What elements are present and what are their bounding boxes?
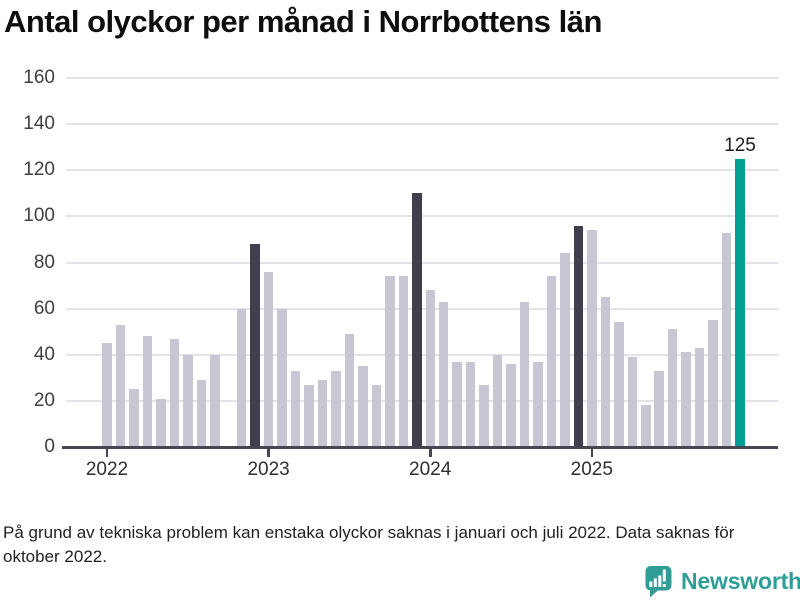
- bar-2022-07: [183, 355, 193, 447]
- gridline: [66, 307, 778, 310]
- bar-2022-12: [250, 244, 260, 447]
- gridline: [66, 77, 778, 79]
- bar-2025-09: [694, 348, 705, 447]
- bar-2025-07: [667, 329, 678, 447]
- y-axis-tick-label: 40: [33, 343, 55, 365]
- bar-2024-10: [546, 276, 557, 447]
- bar-2022-04: [142, 336, 153, 447]
- bar-2022-05: [156, 399, 166, 447]
- bar-2025-12: [735, 159, 745, 447]
- y-axis-tick-label: 0: [44, 436, 55, 457]
- bar-2022-09: [210, 355, 220, 447]
- x-axis-year-label: 2022: [85, 459, 129, 480]
- gridline: [66, 261, 778, 264]
- y-axis-tick-label: 20: [33, 389, 55, 411]
- bar-2023-05: [317, 380, 328, 447]
- bar-2025-06: [654, 371, 664, 447]
- y-axis-tick-label: 100: [23, 205, 55, 227]
- bar-2025-02: [600, 297, 611, 447]
- gridline: [66, 399, 778, 402]
- bar-2025-08: [681, 352, 691, 447]
- y-axis-tick-label: 60: [33, 297, 55, 319]
- bar-2023-12: [412, 193, 422, 447]
- y-axis-tick-label: 120: [23, 159, 55, 181]
- bar-2022-01: [102, 343, 112, 447]
- gridline: [66, 169, 778, 172]
- bar-2025-01: [587, 230, 597, 447]
- x-axis-tick: [590, 449, 594, 457]
- y-axis-tick-label: 160: [23, 67, 55, 88]
- bar-2023-03: [290, 371, 301, 447]
- x-axis-tick: [105, 449, 109, 457]
- x-axis-tick: [267, 449, 270, 457]
- bar-2024-09: [533, 362, 543, 447]
- newsworthy-logo-text: Newsworthy: [681, 568, 800, 594]
- bar-2023-01: [263, 272, 274, 447]
- bar-2022-06: [169, 339, 180, 447]
- x-axis-year-label: 2023: [247, 459, 290, 480]
- gridline: [66, 123, 778, 126]
- gridline: [66, 215, 778, 218]
- bar-2022-11: [236, 309, 247, 447]
- bar-2025-03: [614, 322, 624, 447]
- y-axis-tick-label: 140: [23, 113, 55, 135]
- x-axis-year-label: 2024: [409, 459, 452, 480]
- gridline: [66, 353, 778, 356]
- bar-2023-07: [344, 334, 355, 447]
- bar-2025-11: [721, 233, 732, 447]
- bar-2024-01: [425, 290, 435, 447]
- bar-2024-08: [519, 302, 530, 447]
- bar-2025-04: [627, 357, 637, 447]
- bar-2022-02: [115, 325, 126, 447]
- bar-2024-11: [560, 253, 570, 447]
- footnote: På grund av tekniska problem kan enstaka…: [3, 523, 735, 566]
- bar-2023-10: [385, 276, 395, 447]
- x-axis-year-label: 2025: [570, 459, 613, 480]
- y-axis-tick-label: 80: [33, 251, 55, 273]
- chart-title: Antal olyckor per månad i Norrbottens lä…: [4, 4, 602, 39]
- bar-2024-06: [492, 355, 503, 447]
- bar-2025-05: [641, 405, 651, 447]
- bar-2023-11: [398, 276, 408, 447]
- bar-2025-10: [708, 320, 718, 447]
- bar-2024-05: [479, 385, 489, 447]
- bar-2023-06: [331, 371, 341, 447]
- bar-2023-08: [358, 366, 368, 447]
- bar-2024-03: [452, 362, 462, 447]
- bar-2024-12: [573, 226, 584, 447]
- bar-value-label: 125: [724, 135, 756, 156]
- bar-2023-04: [304, 385, 314, 447]
- bar-2022-08: [196, 380, 206, 447]
- bar-2023-02: [277, 309, 287, 447]
- x-axis-tick: [429, 449, 432, 457]
- bar-2024-04: [465, 362, 476, 447]
- newsworthy-branding: Newsworthy: [643, 565, 800, 598]
- bar-2022-03: [129, 389, 139, 447]
- newsworthy-speech-bubble-bar-chart-icon: [645, 566, 672, 598]
- bar-2024-02: [438, 302, 449, 447]
- bar-2024-07: [506, 364, 516, 447]
- bar-2023-09: [371, 385, 382, 447]
- x-axis-line: [62, 446, 778, 449]
